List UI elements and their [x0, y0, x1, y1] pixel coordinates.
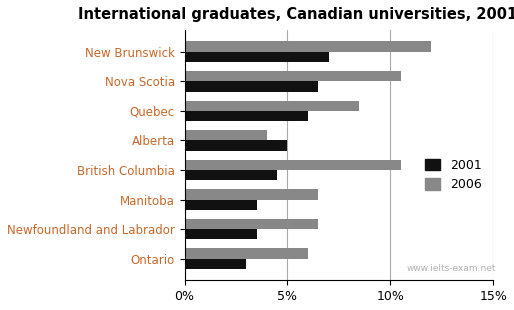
Bar [185, 100, 359, 111]
Bar [185, 81, 318, 92]
Legend: 2001, 2006: 2001, 2006 [420, 154, 487, 196]
Bar [185, 42, 431, 52]
Bar [185, 71, 400, 81]
Bar [185, 259, 246, 269]
Bar [185, 160, 400, 170]
Bar [185, 111, 308, 121]
Text: www.ielts-exam.net: www.ielts-exam.net [407, 264, 496, 273]
Bar [185, 248, 308, 259]
Bar [185, 52, 328, 62]
Bar [185, 130, 267, 140]
Bar [185, 170, 277, 180]
Bar [185, 140, 287, 151]
Title: International graduates, Canadian universities, 2001 and 2006: International graduates, Canadian univer… [78, 7, 514, 22]
Bar [185, 189, 318, 200]
Bar [185, 200, 256, 210]
Bar [185, 219, 318, 229]
Bar [185, 229, 256, 239]
